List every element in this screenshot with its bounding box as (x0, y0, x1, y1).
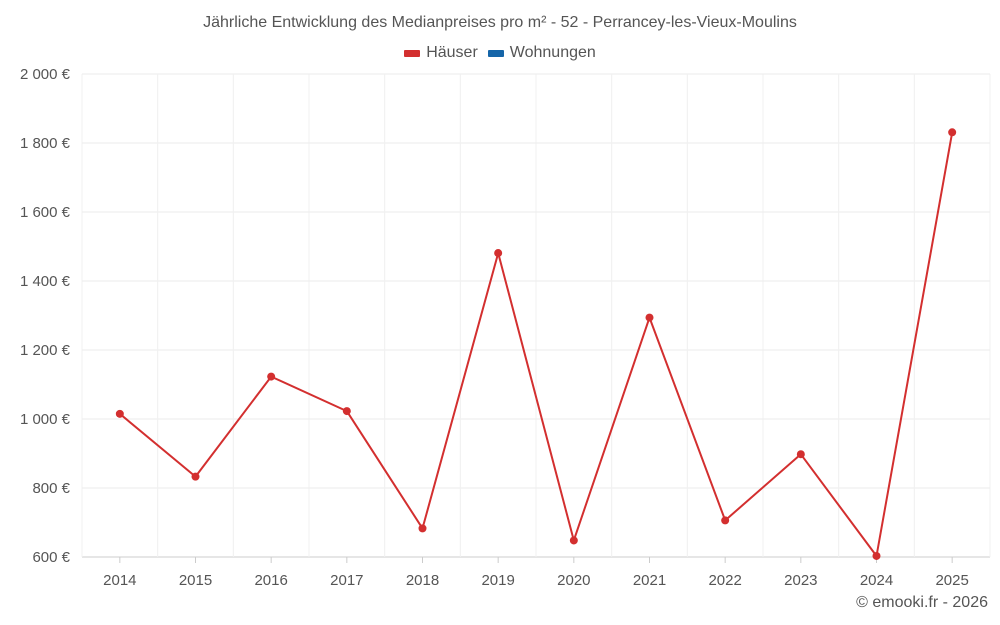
y-tick-label: 1 200 € (20, 342, 71, 359)
x-tick-label: 2024 (860, 572, 893, 589)
x-tick-label: 2020 (557, 572, 590, 589)
x-tick-label: 2015 (179, 572, 212, 589)
data-point (796, 450, 805, 459)
legend-label-wohnungen: Wohnungen (509, 44, 596, 61)
x-tick-label: 2019 (481, 572, 514, 589)
legend-item-haeuser[interactable]: Häuser (404, 44, 478, 62)
data-point (645, 313, 654, 322)
data-point (191, 472, 200, 481)
x-tick-label: 2021 (633, 572, 666, 589)
legend-item-wohnungen[interactable]: Wohnungen (487, 44, 596, 62)
legend: Häuser Wohnungen (0, 44, 1000, 62)
series-line (119, 132, 954, 557)
data-point (569, 536, 578, 545)
data-point (342, 407, 351, 416)
data-point (721, 516, 730, 525)
data-point (418, 524, 427, 533)
y-tick-label: 1 800 € (20, 135, 71, 152)
y-tick-label: 600 € (32, 549, 70, 566)
legend-label-haeuser: Häuser (426, 44, 478, 61)
x-tick-label: 2016 (254, 572, 287, 589)
credit: © emooki.fr - 2026 (856, 594, 988, 611)
y-tick-label: 2 000 € (20, 66, 71, 83)
y-tick-label: 800 € (32, 480, 70, 497)
data-point (494, 249, 503, 258)
legend-swatch-wohnungen (487, 49, 504, 57)
x-tick-label: 2017 (330, 572, 363, 589)
data-point (115, 409, 124, 418)
x-tick-label: 2014 (103, 572, 136, 589)
x-tick-label: 2023 (784, 572, 817, 589)
data-point (948, 128, 957, 137)
y-tick-label: 1 600 € (20, 204, 71, 221)
legend-swatch-haeuser (404, 49, 421, 57)
data-point (872, 551, 881, 560)
x-tick-label: 2022 (708, 572, 741, 589)
data-point (267, 372, 276, 381)
x-tick-label: 2025 (935, 572, 968, 589)
y-tick-label: 1 400 € (20, 273, 71, 290)
x-tick-label: 2018 (406, 572, 439, 589)
chart-title: Jährliche Entwicklung des Medianpreises … (203, 14, 797, 31)
y-tick-label: 1 000 € (20, 411, 71, 428)
